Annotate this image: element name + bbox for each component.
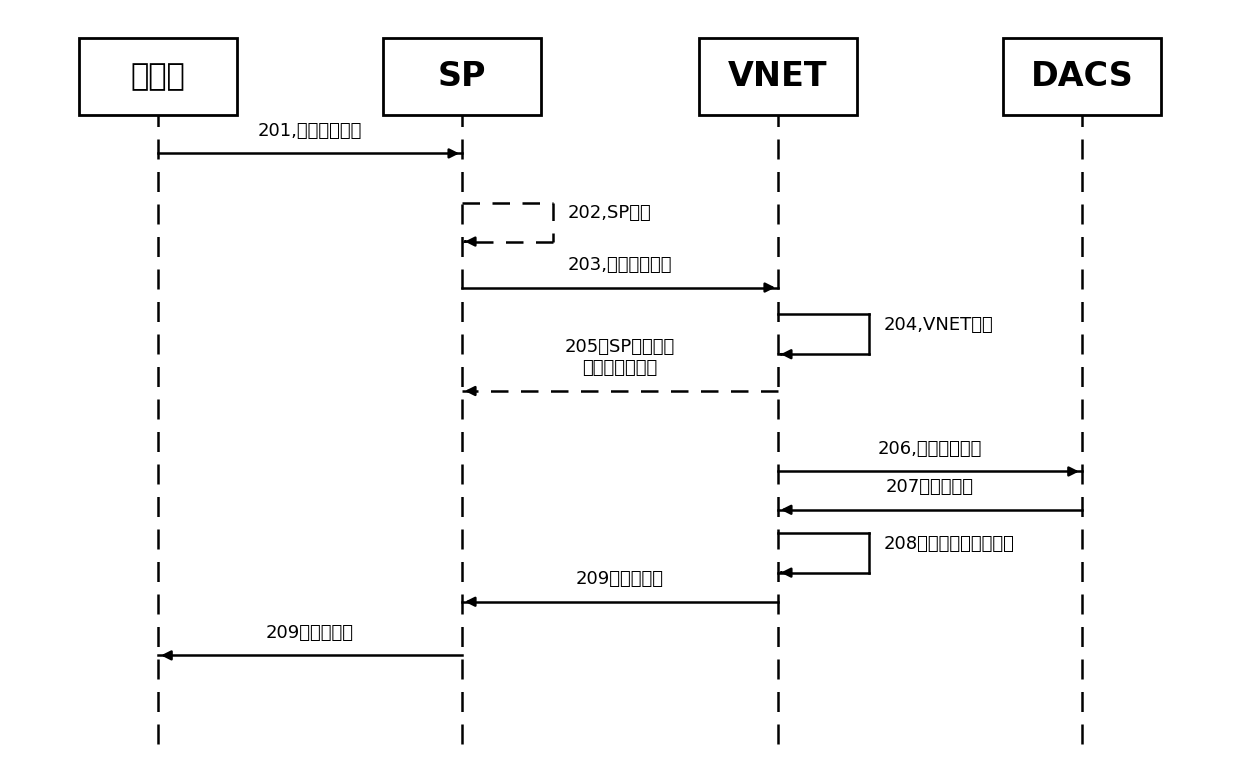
Text: 209，提速结果: 209，提速结果 [267, 623, 355, 641]
Text: 206,带宽加速请求: 206,带宽加速请求 [878, 439, 982, 457]
Text: 208，记录用户提速状态: 208，记录用户提速状态 [884, 535, 1014, 553]
Text: SP: SP [438, 60, 486, 93]
Text: 205，SP提速失败
信息或成功信息: 205，SP提速失败 信息或成功信息 [565, 339, 675, 377]
Bar [383, 38, 541, 115]
Text: 203,带宽加速请求: 203,带宽加速请求 [568, 256, 672, 274]
Text: VNET: VNET [728, 60, 828, 93]
Bar [699, 38, 857, 115]
Text: 207，提速结果: 207，提速结果 [885, 478, 973, 496]
Text: DACS: DACS [1030, 60, 1133, 93]
Text: 209，提速结果: 209，提速结果 [577, 570, 663, 588]
Bar [79, 38, 237, 115]
Text: 路由器: 路由器 [131, 63, 186, 91]
Bar [1003, 38, 1161, 115]
Text: 201,带宽加速请求: 201,带宽加速请求 [258, 122, 362, 140]
Text: 204,VNET认证: 204,VNET认证 [884, 316, 993, 334]
Text: 202,SP认证: 202,SP认证 [568, 204, 651, 222]
